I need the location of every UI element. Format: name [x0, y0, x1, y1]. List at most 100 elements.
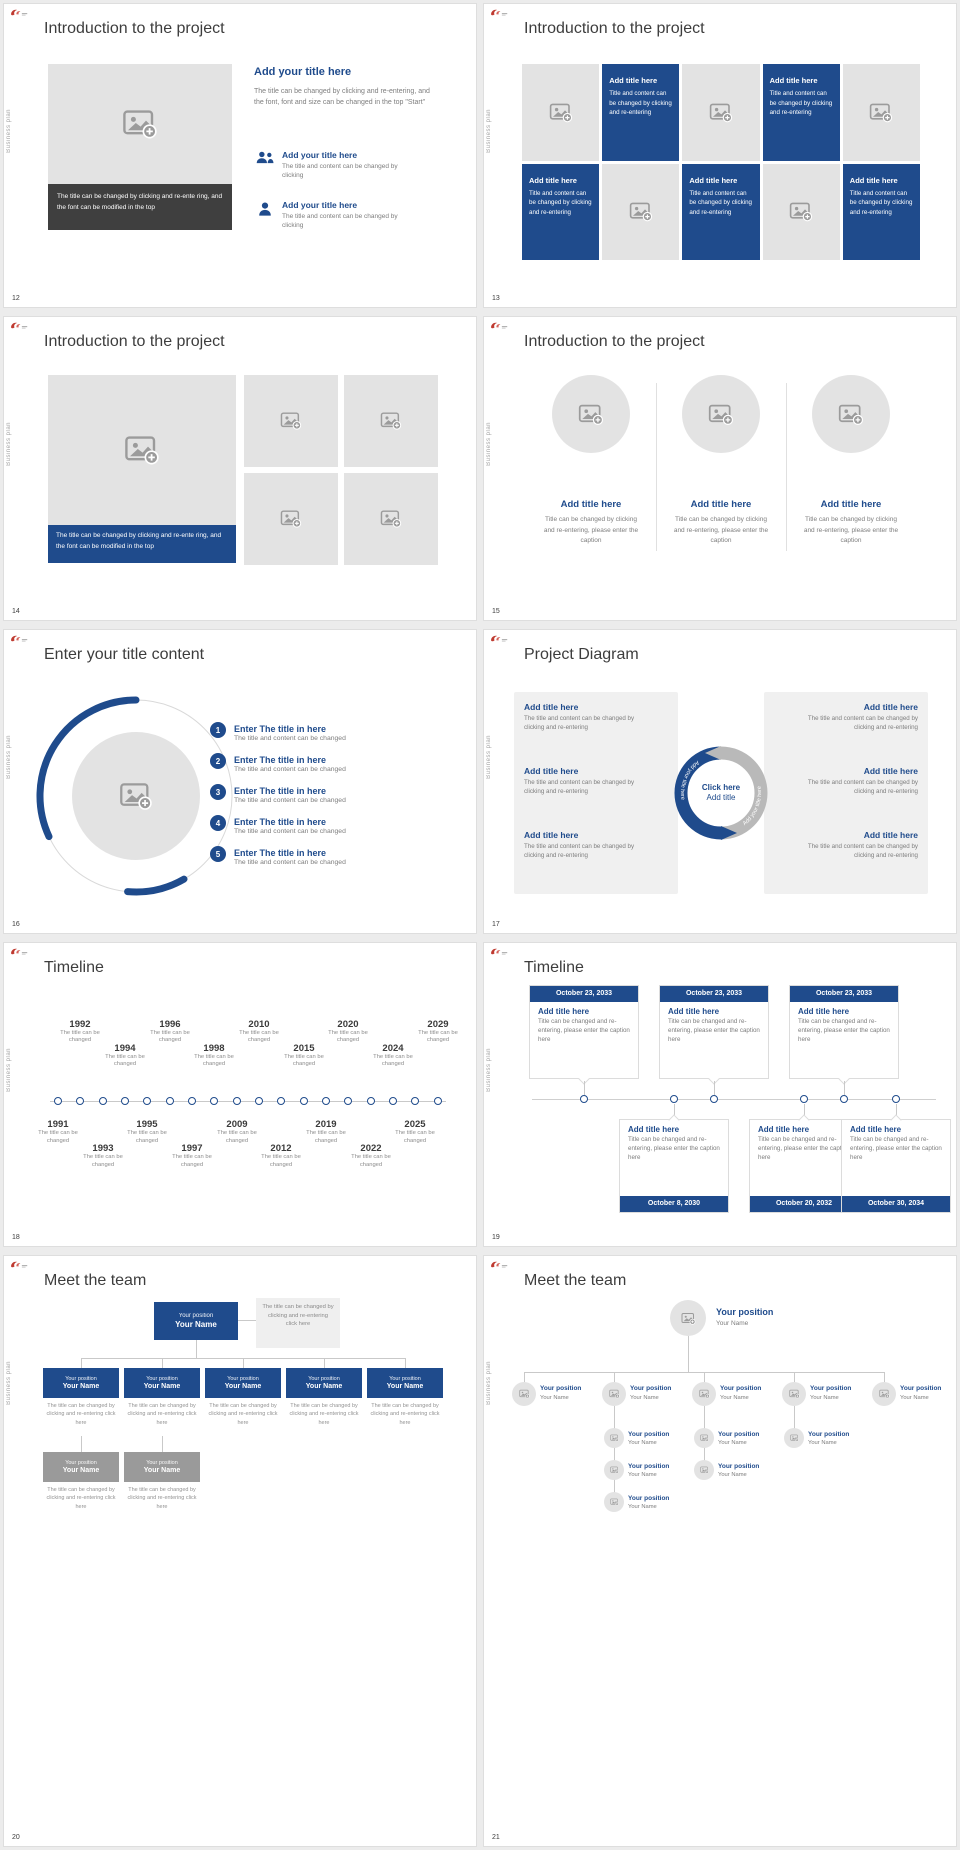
right-panel	[764, 692, 928, 894]
slide-20-thumbnail[interactable]: Business plan Meet the team Your positio…	[3, 1255, 477, 1847]
timeline-node	[255, 1097, 263, 1105]
org-member-box: Your position Your Name	[286, 1368, 362, 1398]
timeline-year: 2010	[248, 1018, 270, 1030]
slide-17-thumbnail[interactable]: Business plan Project Diagram Add title …	[483, 629, 957, 934]
sidebar-vertical-label: Business plan	[6, 1048, 12, 1092]
member-caption: The title can be changed by clicking and…	[46, 1403, 116, 1426]
image-placeholder	[762, 163, 840, 260]
timeline-year: 2024	[382, 1042, 404, 1054]
image-placeholder	[522, 64, 600, 161]
position-label: Your position	[65, 1376, 97, 1382]
slide-16-thumbnail[interactable]: Business plan Enter your title content 1…	[3, 629, 477, 934]
timeline-caption: The title can be changed	[351, 1154, 391, 1168]
timeline-year: 2029	[427, 1018, 449, 1030]
slide-14-thumbnail[interactable]: Business plan Introduction to the projec…	[3, 316, 477, 621]
tile-title: Add title here	[769, 76, 818, 85]
timeline-node	[166, 1097, 174, 1105]
image-placeholder	[682, 375, 760, 453]
bullet-body: The title and content can be changed by …	[282, 163, 398, 180]
column-divider	[786, 383, 787, 551]
timeline-node	[892, 1095, 900, 1103]
image-placeholder-icon	[119, 781, 153, 810]
circular-arrows-diagram: Click here Add title Add your title here…	[674, 746, 768, 840]
slide-18-thumbnail[interactable]: Business plan Timeline 1991 The title can…	[3, 942, 477, 1247]
timeline-caption: The title can be changed	[127, 1130, 167, 1144]
connector-line	[196, 1340, 197, 1358]
sidebar-vertical-label: Business plan	[486, 735, 492, 779]
timeline-node	[143, 1097, 151, 1105]
timeline-node	[840, 1095, 848, 1103]
image-placeholder	[344, 473, 438, 565]
slide-21-thumbnail[interactable]: Business plan Meet the team Your positio…	[483, 1255, 957, 1847]
slide-12-thumbnail[interactable]: Business plan Introduction to the projec…	[3, 3, 477, 308]
name-label: Your Name	[62, 1383, 100, 1390]
slide-13-thumbnail[interactable]: Business plan Introduction to the projec…	[483, 3, 957, 308]
timeline-year: 1996	[159, 1018, 181, 1030]
slide-15-thumbnail[interactable]: Business plan Introduction to the projec…	[483, 316, 957, 621]
slide-title: Enter your title content	[44, 646, 205, 663]
org-member-box: Your position Your Name	[205, 1368, 281, 1398]
name-label: Your Name	[808, 1440, 837, 1446]
sidebar-vertical-label: Business plan	[486, 1361, 492, 1405]
connector-line	[81, 1436, 82, 1452]
org-member-box: Your position Your Name	[124, 1452, 200, 1482]
timeline-caption: The title can be changed	[194, 1053, 234, 1068]
list-item-body: The title and content can be changed	[234, 859, 346, 866]
tile-body: Title and content can be changed by clic…	[609, 90, 672, 117]
image-placeholder-icon	[708, 403, 734, 426]
slide-19-thumbnail[interactable]: Business plan Timeline October 23, 2033 …	[483, 942, 957, 1247]
timeline-node	[434, 1097, 442, 1105]
tile-title: Add title here	[609, 76, 658, 85]
bullet-title: Add your title here	[282, 150, 358, 160]
image-placeholder	[682, 64, 760, 161]
timeline-year: 2009	[226, 1119, 248, 1130]
person-icon	[258, 202, 272, 216]
timeline-year: 2015	[293, 1042, 315, 1054]
connector-line	[714, 1081, 715, 1095]
position-label: Your position	[146, 1460, 178, 1466]
image-placeholder-icon	[681, 1312, 696, 1325]
avatar	[602, 1382, 626, 1406]
name-label: Your Name	[628, 1472, 657, 1478]
tile-body: Title and content can be changed by clic…	[769, 90, 833, 117]
image-placeholder-icon	[609, 1434, 619, 1442]
position-label: Your position	[900, 1385, 942, 1392]
timeline-caption: The title can be changed	[373, 1053, 413, 1068]
sidebar-vertical-label: Business plan	[6, 422, 12, 466]
timeline-card: Add title here Title can be changed and r…	[619, 1113, 729, 1213]
date-banner: October 30, 2034	[842, 1196, 950, 1212]
timeline-caption: The title can be changed	[239, 1029, 279, 1044]
brand-logo-icon	[489, 947, 509, 956]
name-label: Your Name	[718, 1440, 747, 1446]
connector-line	[794, 1406, 795, 1438]
name-label: Your Name	[540, 1395, 569, 1401]
connector-line	[238, 1320, 256, 1321]
timeline-year: 2025	[404, 1119, 426, 1130]
card-title: Add title here	[850, 1125, 902, 1134]
card-body: Title can be changed and re-entering, pl…	[538, 1018, 630, 1043]
image-placeholder-icon	[609, 1498, 619, 1506]
connector-line	[884, 1372, 885, 1382]
brand-logo-icon	[9, 947, 29, 956]
sidebar-vertical-label: Business plan	[486, 422, 492, 466]
tile-title: Add title here	[689, 175, 738, 185]
sidebar-vertical-label: Business plan	[6, 735, 12, 779]
date-banner: October 23, 2033	[530, 986, 638, 1002]
slide-number: 18	[12, 1234, 20, 1241]
connector-line	[804, 1104, 805, 1119]
connector-line	[844, 1081, 845, 1095]
left-panel	[514, 692, 678, 894]
timeline-caption: The title can be changed	[150, 1029, 190, 1044]
connector-line	[584, 1081, 585, 1095]
image-placeholder-icon	[518, 1389, 530, 1399]
avatar	[694, 1428, 714, 1448]
block-title: Add title here	[524, 702, 579, 712]
connector-line	[405, 1358, 406, 1368]
diagram-center-line1: Click here	[702, 783, 741, 792]
timeline-node	[344, 1097, 352, 1105]
section-heading: Add your title here	[254, 66, 352, 78]
card-body: Title can be changed and re-entering, pl…	[798, 1018, 890, 1043]
card-title: Add title here	[628, 1125, 680, 1134]
position-label: Your position	[808, 1431, 850, 1438]
member-caption: The title can be changed by clicking and…	[127, 1403, 197, 1426]
